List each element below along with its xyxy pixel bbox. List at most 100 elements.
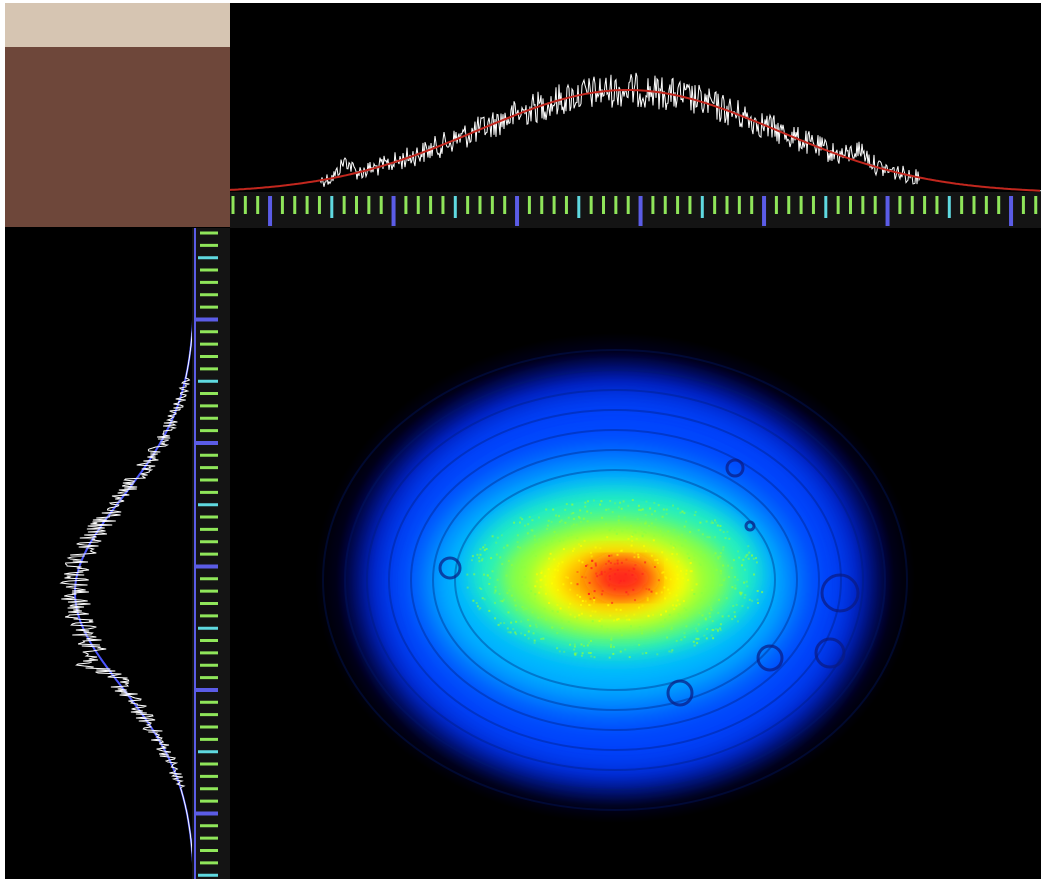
beam-speckle: [583, 539, 586, 542]
beam-speckle: [619, 579, 622, 582]
beam-speckle: [734, 576, 736, 579]
beam-fringe-ring: [432, 449, 798, 711]
beam-speckle: [699, 521, 702, 524]
beam-speckle: [720, 584, 723, 587]
beam-speckle: [558, 562, 560, 565]
vertical-ruler[interactable]: [192, 228, 230, 879]
beam-speckle: [496, 536, 499, 539]
beam-diffraction-spot: [756, 644, 784, 672]
beam-speckle: [608, 656, 611, 659]
beam-speckle: [494, 590, 497, 593]
beam-speckle: [637, 553, 640, 556]
beam-speckle: [717, 556, 720, 558]
beam-speckle: [496, 578, 499, 581]
beam-speckle: [578, 543, 581, 546]
beam-speckle: [653, 629, 656, 632]
beam-speckle: [717, 557, 720, 560]
beam-fringe-ring: [388, 409, 842, 751]
vertical-profile-trace: [59, 228, 195, 879]
beam-speckle: [656, 653, 659, 656]
beam-speckle: [743, 581, 746, 584]
beam-speckle: [601, 590, 604, 592]
beam-speckle: [634, 599, 636, 602]
beam-speckle: [524, 524, 526, 527]
beam-speckle: [570, 582, 573, 585]
beam-speckle: [633, 551, 636, 554]
beam-speckle: [580, 604, 582, 606]
beam-speckle: [534, 555, 537, 557]
beam-speckle: [534, 597, 536, 600]
beam-speckle: [600, 593, 603, 596]
beam-speckle: [538, 591, 541, 594]
beam-speckle: [561, 627, 564, 629]
beam-speckle: [638, 606, 640, 609]
beam-speckle: [697, 603, 700, 606]
beam-speckle: [584, 600, 587, 603]
beam-speckle: [654, 559, 656, 562]
beam-speckle: [650, 554, 653, 557]
beam-speckle: [669, 578, 672, 581]
beam-speckle: [586, 510, 589, 513]
beam-speckle: [588, 527, 591, 529]
beam-speckle: [466, 586, 469, 589]
beam-speckle: [639, 509, 642, 512]
beam-speckle: [570, 534, 573, 536]
beam-speckle: [683, 617, 686, 619]
beam-speckle: [578, 517, 581, 520]
beam-speckle: [693, 554, 696, 557]
beam-intensity-image[interactable]: [230, 228, 1041, 879]
beam-speckle: [603, 570, 606, 573]
beam-speckle: [473, 573, 476, 576]
beam-speckle: [624, 573, 627, 576]
beam-speckle: [577, 516, 580, 518]
beam-speckle: [623, 579, 626, 582]
beam-speckle: [516, 534, 519, 537]
beam-speckle: [558, 650, 561, 653]
beam-speckle: [572, 523, 575, 526]
horizontal-ruler[interactable]: [230, 192, 1041, 228]
beam-speckle: [636, 518, 639, 521]
beam-speckle: [685, 569, 688, 572]
beam-speckle: [664, 618, 667, 621]
beam-speckle: [555, 534, 558, 536]
beam-speckle: [619, 501, 622, 504]
beam-speckle: [628, 618, 631, 621]
beam-speckle: [627, 593, 630, 596]
beam-speckle: [654, 518, 657, 521]
beam-speckle: [712, 521, 715, 524]
beam-speckle: [627, 569, 630, 572]
beam-speckle: [719, 570, 722, 572]
beam-speckle: [698, 611, 701, 614]
beam-speckle: [511, 585, 514, 588]
beam-speckle: [618, 582, 621, 584]
beam-speckle: [507, 560, 510, 562]
beam-speckle: [704, 586, 707, 588]
beam-speckle: [600, 500, 603, 503]
beam-speckle: [663, 586, 666, 589]
beam-speckle: [530, 590, 533, 593]
beam-speckle: [503, 622, 506, 625]
beam-speckle: [708, 536, 711, 539]
beam-speckle: [649, 507, 652, 510]
beam-speckle: [747, 557, 750, 560]
beam-speckle: [654, 510, 656, 513]
beam-speckle: [728, 537, 731, 540]
beam-speckle: [641, 652, 644, 655]
beam-speckle: [576, 571, 579, 573]
beam-speckle: [656, 558, 659, 561]
beam-diffraction-spot: [725, 458, 745, 478]
beam-speckle: [641, 604, 644, 607]
beam-speckle: [594, 564, 597, 567]
beam-speckle: [681, 533, 684, 536]
beam-speckle: [533, 549, 536, 552]
beam-speckle: [522, 579, 525, 582]
beam-speckle: [722, 548, 725, 551]
beam-speckle: [551, 610, 554, 613]
beam-speckle: [737, 620, 739, 623]
beam-speckle: [617, 618, 620, 620]
beam-speckle: [581, 600, 584, 602]
beam-speckle: [673, 528, 676, 531]
beam-speckle: [555, 514, 558, 517]
beam-speckle: [548, 557, 551, 560]
beam-speckle: [524, 607, 527, 610]
